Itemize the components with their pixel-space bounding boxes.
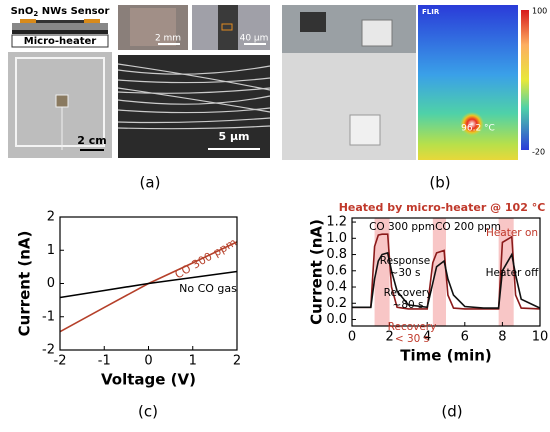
colorbar-min: -20: [532, 148, 545, 157]
x-tick-label: 6: [461, 330, 469, 345]
thermal-image: FLIR 96.2 °C 100 -20: [418, 5, 547, 160]
scale-bar-label: 2 mm: [155, 34, 181, 44]
y-axis-label: Current (nA): [16, 231, 34, 337]
plot-frame: [351, 217, 541, 327]
panel-label: (a): [140, 174, 161, 192]
plot-frame: [59, 216, 238, 351]
y-tick-label: -1: [42, 309, 55, 324]
schematic: SnO2 NWs Sensor Micro-heater: [11, 6, 110, 48]
y-tick-label: 0: [47, 276, 55, 291]
annotation: < 30 s: [395, 333, 429, 345]
x-tick-label: 8: [498, 330, 506, 345]
annotation: Response: [380, 255, 430, 267]
annotation: ~80 s: [393, 299, 424, 311]
x-tick-label: 2: [385, 330, 393, 345]
sensor-label: SnO2 NWs Sensor: [11, 6, 110, 18]
heater-on-region: [432, 218, 446, 326]
panel-label: (c): [138, 403, 158, 421]
lab-photo: [282, 5, 416, 160]
y-tick-label: 0.6: [326, 263, 347, 278]
x-axis-label: Voltage (V): [101, 371, 196, 389]
y-tick-label: -2: [42, 343, 55, 358]
x-tick-label: 1: [189, 354, 197, 369]
heater-label: Micro-heater: [24, 36, 96, 47]
series-label: No CO gas: [179, 282, 237, 295]
scale-bar-label: 2 cm: [77, 134, 106, 147]
panel-label: (d): [441, 403, 462, 421]
x-tick-label: -1: [98, 354, 111, 369]
x-tick-label: 10: [532, 330, 549, 345]
annotation: Heater off: [486, 267, 539, 279]
data-line: [59, 270, 238, 299]
series-label: CO 300 ppm: [173, 236, 239, 282]
x-tick-label: -2: [54, 354, 67, 369]
x-tick-label: 4: [423, 330, 431, 345]
y-tick-label: 1.2: [326, 215, 347, 230]
annotation: Recovery: [384, 287, 433, 299]
x-tick-label: 0: [144, 354, 152, 369]
annotation: CO 200 ppm: [435, 221, 501, 233]
scale-bar-label: 40 μm: [240, 34, 269, 44]
y-tick-label: 0.4: [326, 280, 347, 295]
device-photo: 2 cm: [8, 52, 112, 158]
y-tick-label: 2: [47, 210, 55, 225]
y-tick-label: 1.0: [326, 231, 347, 246]
temperature-label: 96.2 °C: [461, 124, 495, 134]
x-tick-label: 0: [348, 330, 356, 345]
heater-on-region: [374, 218, 390, 326]
x-axis-label: Time (min): [400, 347, 492, 365]
data-line: [352, 233, 541, 310]
sem-images: 2 mm 40 μm 5 μm: [117, 5, 271, 158]
camera-brand: FLIR: [422, 8, 440, 16]
colorbar-max: 100: [532, 7, 547, 16]
annotation: ~30 s: [390, 267, 421, 279]
annotation: Recovery: [388, 321, 437, 333]
annotation: Heater on: [486, 227, 538, 239]
chart-title: Heated by micro-heater @ 102 °C: [339, 201, 546, 214]
panel-label: (b): [429, 174, 450, 192]
scale-bar-label: 5 μm: [218, 130, 249, 143]
y-tick-label: 0.2: [326, 296, 347, 311]
y-tick-label: 1: [47, 243, 55, 258]
x-tick-label: 2: [233, 354, 241, 369]
data-line: [352, 251, 541, 309]
y-tick-label: 0.0: [326, 312, 347, 327]
annotation: CO 300 ppm: [369, 221, 435, 233]
y-axis-label: Current (nA): [308, 219, 326, 325]
y-tick-label: 0.8: [326, 247, 347, 262]
